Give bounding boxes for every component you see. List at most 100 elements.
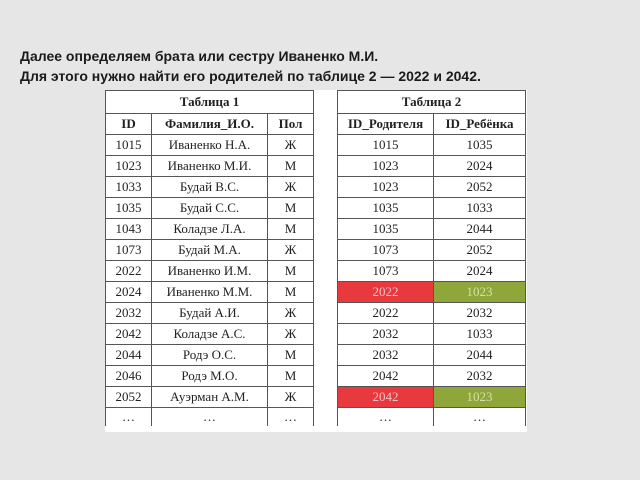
table-cell: 2032 — [433, 365, 526, 387]
table-cell: 2032 — [105, 302, 152, 324]
table-cell: 1043 — [105, 218, 152, 240]
table-cell: М — [267, 218, 314, 240]
table-cell: 1033 — [105, 176, 152, 198]
table-row: 1073 Будай М.А. Ж — [105, 239, 314, 261]
table-cell: 2046 — [105, 365, 152, 387]
table-cell: 1035 — [337, 197, 434, 219]
table-row: ……… — [105, 407, 314, 426]
table-row: 1035 1033 — [337, 197, 526, 219]
table-row: 2022 1023 — [337, 281, 526, 303]
table-cell: Будай В.С. — [151, 176, 268, 198]
table-row: 2044 Родэ О.С. М — [105, 344, 314, 366]
table-cell: 1073 — [337, 260, 434, 282]
table-cell: 2042 — [337, 365, 434, 387]
table-cell: 2024 — [433, 155, 526, 177]
highlighted-child-cell: 1023 — [433, 386, 526, 408]
table-cell: Иваненко М.М. — [151, 281, 268, 303]
column-header: Фамилия_И.О. — [151, 113, 268, 135]
table-cell: М — [267, 365, 314, 387]
table-cell: 2042 — [105, 323, 152, 345]
table-cell: 1023 — [105, 155, 152, 177]
tables-panel: Таблица 1 ID Фамилия_И.О. Пол 1015 Иваненко … — [105, 90, 527, 432]
table-cell: 2044 — [105, 344, 152, 366]
column-header: Пол — [267, 113, 314, 135]
table-cell: 2032 — [337, 344, 434, 366]
table-cell: Ж — [267, 134, 314, 156]
table-cell: 2024 — [105, 281, 152, 303]
table-row: 1073 2024 — [337, 260, 526, 282]
table-cell: Будай М.А. — [151, 239, 268, 261]
table-cell: 1073 — [105, 239, 152, 261]
table-row: 1023 2052 — [337, 176, 526, 198]
heading-line-2: Для этого нужно найти его родителей по т… — [20, 68, 481, 84]
table-row: 2022 2032 — [337, 302, 526, 324]
table-cell: Ж — [267, 323, 314, 345]
table-row: 1033 Будай В.С. Ж — [105, 176, 314, 198]
table-1-caption: Таблица 1 — [105, 90, 314, 114]
table-cell: Коладзе А.С. — [151, 323, 268, 345]
table-row: 2042 1023 — [337, 386, 526, 408]
table-cell: 2022 — [105, 260, 152, 282]
table-cell: Будай А.И. — [151, 302, 268, 324]
table-separator — [315, 90, 335, 432]
table-cell: 1035 — [337, 218, 434, 240]
table2-header-row: ID_Родителя ID_Ребёнка — [337, 113, 526, 135]
table-cell: 1035 — [433, 134, 526, 156]
table-cell: 2052 — [105, 386, 152, 408]
table-cell: 1073 — [337, 239, 434, 261]
table-cell: Ж — [267, 302, 314, 324]
table-row: 1035 2044 — [337, 218, 526, 240]
table-row: 1015 1035 — [337, 134, 526, 156]
table-cell: Ж — [267, 176, 314, 198]
table-2-caption: Таблица 2 — [337, 90, 526, 114]
highlighted-parent-cell: 2042 — [337, 386, 434, 408]
table-cell: 2022 — [337, 302, 434, 324]
table-cell: М — [267, 197, 314, 219]
table-cell: Родэ М.О. — [151, 365, 268, 387]
table-row: 1043 Коладзе Л.А. М — [105, 218, 314, 240]
table-cell: 1023 — [337, 176, 434, 198]
table-row: 1035 Будай С.С. М — [105, 197, 314, 219]
table-cell: 1015 — [337, 134, 434, 156]
highlighted-child-cell: 1023 — [433, 281, 526, 303]
table-cell: 2032 — [433, 302, 526, 324]
table-row: 2032 Будай А.И. Ж — [105, 302, 314, 324]
table-row: 2052 Ауэрман А.М. Ж — [105, 386, 314, 408]
table-row: 2022 Иваненко И.М. М — [105, 260, 314, 282]
slide-heading: Далее определяем брата или сестру Иванен… — [20, 46, 481, 86]
table-cell: Иваненко М.И. — [151, 155, 268, 177]
table-row: …… — [337, 407, 526, 426]
table-cell: 1033 — [433, 323, 526, 345]
table-cell: Ж — [267, 386, 314, 408]
table-row: 2042 2032 — [337, 365, 526, 387]
table-row: 1073 2052 — [337, 239, 526, 261]
table-cell: 2024 — [433, 260, 526, 282]
table-cell: Родэ О.С. — [151, 344, 268, 366]
column-header: ID — [105, 113, 152, 135]
table-row: 1023 Иваненко М.И. М — [105, 155, 314, 177]
table-cell: 1033 — [433, 197, 526, 219]
table-1: Таблица 1 ID Фамилия_И.О. Пол 1015 Иваненко … — [105, 90, 314, 426]
table-cell: Будай С.С. — [151, 197, 268, 219]
table-cell: … — [337, 407, 434, 426]
table-row: 2032 2044 — [337, 344, 526, 366]
table-row: 2024 Иваненко М.М. М — [105, 281, 314, 303]
table-row: 2046 Родэ М.О. М — [105, 365, 314, 387]
table-cell: 2044 — [433, 218, 526, 240]
table-cell: 2052 — [433, 176, 526, 198]
highlighted-parent-cell: 2022 — [337, 281, 434, 303]
table-cell: 2044 — [433, 344, 526, 366]
table-cell: 1035 — [105, 197, 152, 219]
table-row: 2042 Коладзе А.С. Ж — [105, 323, 314, 345]
table-row: 1015 Иваненко Н.А. Ж — [105, 134, 314, 156]
table-cell: М — [267, 281, 314, 303]
table-2: Таблица 2 ID_Родителя ID_Ребёнка 1015 1035 1… — [337, 90, 526, 426]
table1-header-row: ID Фамилия_И.О. Пол — [105, 113, 314, 135]
table-cell: Коладзе Л.А. — [151, 218, 268, 240]
table-cell: Ауэрман А.М. — [151, 386, 268, 408]
table-cell: … — [105, 407, 152, 426]
table-cell: … — [151, 407, 268, 426]
table-cell: 2032 — [337, 323, 434, 345]
column-header: ID_Ребёнка — [433, 113, 526, 135]
table-cell: 1023 — [337, 155, 434, 177]
